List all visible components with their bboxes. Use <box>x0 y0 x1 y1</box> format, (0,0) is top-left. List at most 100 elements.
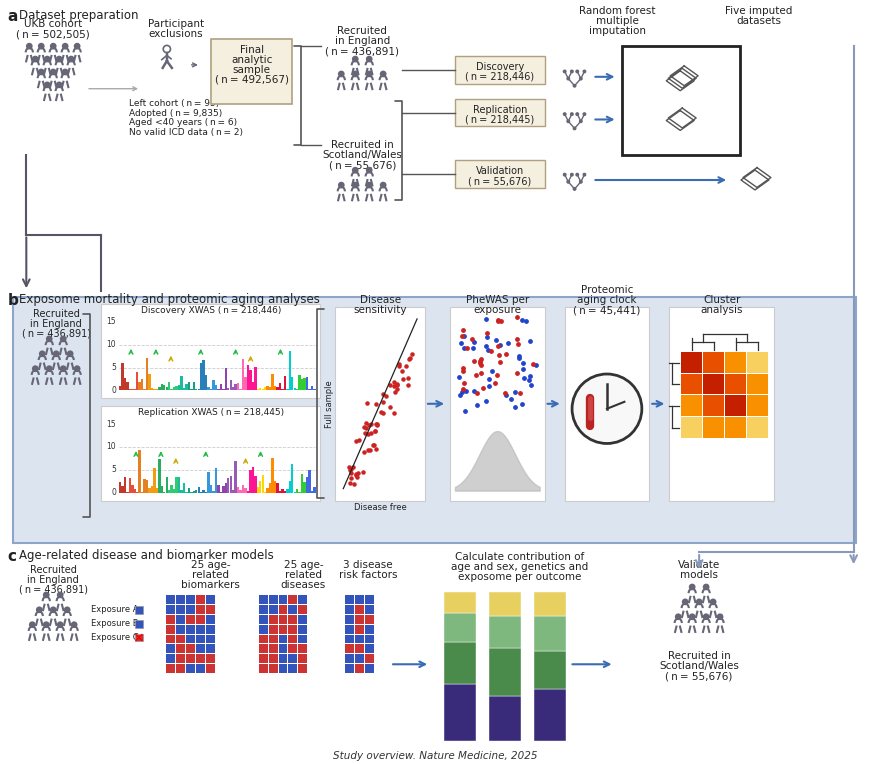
FancyBboxPatch shape <box>680 351 701 373</box>
Point <box>401 379 415 391</box>
FancyBboxPatch shape <box>680 417 701 438</box>
Point <box>481 373 495 385</box>
Point <box>387 376 401 388</box>
Circle shape <box>582 173 585 176</box>
FancyBboxPatch shape <box>289 625 297 633</box>
Text: Age-related disease and biomarker models: Age-related disease and biomarker models <box>19 549 274 562</box>
Point <box>387 407 401 419</box>
Point <box>456 365 470 377</box>
Text: PheWAS per: PheWAS per <box>465 295 528 305</box>
Point <box>402 352 416 364</box>
FancyBboxPatch shape <box>131 389 133 390</box>
Text: 10: 10 <box>106 340 116 349</box>
Circle shape <box>573 127 575 130</box>
FancyBboxPatch shape <box>234 461 236 493</box>
Text: Proteomic: Proteomic <box>580 285 633 295</box>
Point <box>509 311 523 323</box>
Point <box>522 374 536 386</box>
Point <box>487 377 501 390</box>
Text: 0: 0 <box>111 386 116 395</box>
Circle shape <box>36 607 43 613</box>
Circle shape <box>43 56 50 63</box>
FancyBboxPatch shape <box>166 635 175 643</box>
FancyBboxPatch shape <box>345 625 354 633</box>
Text: 25 age-: 25 age- <box>283 560 323 570</box>
FancyBboxPatch shape <box>244 377 247 390</box>
Point <box>451 371 465 383</box>
FancyBboxPatch shape <box>251 382 254 390</box>
Text: ( n = 436,891): ( n = 436,891) <box>22 329 90 339</box>
FancyBboxPatch shape <box>702 417 723 438</box>
FancyBboxPatch shape <box>197 487 200 493</box>
FancyBboxPatch shape <box>177 385 180 390</box>
FancyBboxPatch shape <box>355 664 364 673</box>
FancyBboxPatch shape <box>192 491 195 493</box>
FancyBboxPatch shape <box>173 490 176 493</box>
Point <box>454 337 468 349</box>
Text: 25 age-: 25 age- <box>190 560 230 570</box>
Point <box>465 342 479 354</box>
FancyBboxPatch shape <box>242 358 244 390</box>
FancyBboxPatch shape <box>289 664 297 673</box>
Text: ( n = 502,505): ( n = 502,505) <box>17 29 90 39</box>
FancyBboxPatch shape <box>269 635 277 643</box>
Point <box>514 314 528 326</box>
FancyBboxPatch shape <box>298 635 307 643</box>
Point <box>468 368 482 380</box>
Point <box>483 345 497 357</box>
Circle shape <box>39 351 45 357</box>
Circle shape <box>579 77 581 80</box>
Point <box>375 407 389 419</box>
FancyBboxPatch shape <box>254 367 256 390</box>
Point <box>366 439 380 451</box>
FancyBboxPatch shape <box>263 387 266 390</box>
Point <box>456 377 470 390</box>
FancyBboxPatch shape <box>355 595 364 604</box>
Circle shape <box>60 335 67 342</box>
Point <box>348 468 362 481</box>
Circle shape <box>62 43 69 50</box>
FancyBboxPatch shape <box>258 644 268 653</box>
FancyBboxPatch shape <box>196 595 204 604</box>
Point <box>348 469 362 481</box>
Point <box>382 401 396 413</box>
Circle shape <box>50 43 56 50</box>
Text: ( n = 218,445): ( n = 218,445) <box>465 115 534 125</box>
Text: Aged <40 years ( n = 6): Aged <40 years ( n = 6) <box>129 118 237 128</box>
FancyBboxPatch shape <box>236 384 239 390</box>
FancyBboxPatch shape <box>176 654 184 663</box>
FancyBboxPatch shape <box>135 606 143 613</box>
FancyBboxPatch shape <box>196 625 204 633</box>
Text: analytic: analytic <box>230 55 272 65</box>
Text: a: a <box>7 9 17 24</box>
Point <box>481 344 494 356</box>
Point <box>507 401 521 413</box>
FancyBboxPatch shape <box>269 664 277 673</box>
FancyBboxPatch shape <box>702 374 723 394</box>
FancyBboxPatch shape <box>278 644 287 653</box>
FancyBboxPatch shape <box>161 486 163 493</box>
Text: Disease free: Disease free <box>354 503 406 512</box>
Point <box>401 372 415 384</box>
FancyBboxPatch shape <box>298 375 301 390</box>
FancyBboxPatch shape <box>166 605 175 613</box>
Text: Five imputed: Five imputed <box>725 6 792 16</box>
Point <box>368 443 382 455</box>
FancyBboxPatch shape <box>215 385 217 390</box>
FancyBboxPatch shape <box>345 664 354 673</box>
FancyBboxPatch shape <box>313 487 315 493</box>
FancyBboxPatch shape <box>301 379 303 390</box>
Point <box>456 383 470 395</box>
Text: Scotland/Wales: Scotland/Wales <box>322 151 401 160</box>
Text: Scotland/Wales: Scotland/Wales <box>659 662 739 672</box>
FancyBboxPatch shape <box>533 616 565 652</box>
Point <box>389 379 403 391</box>
FancyBboxPatch shape <box>533 688 565 740</box>
Point <box>342 461 356 473</box>
Text: 10: 10 <box>106 442 116 452</box>
Circle shape <box>716 613 723 620</box>
Point <box>501 337 514 349</box>
Circle shape <box>582 113 585 115</box>
FancyBboxPatch shape <box>176 615 184 623</box>
FancyBboxPatch shape <box>186 654 195 663</box>
